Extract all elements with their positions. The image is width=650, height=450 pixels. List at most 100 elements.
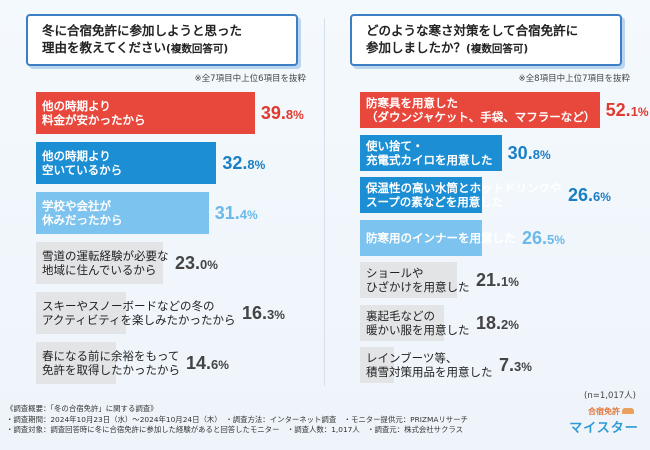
bar-label-line: 空いているから <box>42 163 123 177</box>
bar-label: スキーやスノーボードなどの冬の アクティビティを楽しみたかったから <box>42 292 236 334</box>
bar-label: ショールや ひざかけを用意した <box>366 262 470 298</box>
bar-label: 使い捨て・ 充電式カイロを用意した <box>366 135 493 171</box>
data-label-unit: % <box>521 360 532 374</box>
bar-label: レインブーツ等、 積雪対策用品を用意した <box>366 347 493 383</box>
bar-row: 春になる前に余裕をもって 免許を取得したかったから 14.6% <box>12 342 312 384</box>
data-label-int: 16. <box>242 303 268 323</box>
bar-label: 春になる前に余裕をもって 免許を取得したかったから <box>42 342 180 384</box>
data-label: 23.0% <box>175 252 218 276</box>
bar-label-line: 防寒具を用意した <box>366 96 458 110</box>
data-label-dec: 3 <box>267 307 275 322</box>
data-label-dec: 5 <box>547 231 555 247</box>
data-label-int: 30. <box>507 142 533 163</box>
data-label-int: 21. <box>476 270 502 290</box>
data-label-unit: % <box>246 208 258 222</box>
bar-label-line: スープの素などを用意した <box>366 195 504 209</box>
data-label: 18.2% <box>476 312 519 336</box>
data-label-dec: 1 <box>630 104 638 119</box>
data-label-unit: % <box>218 358 229 372</box>
bar-label: 防寒用のインナーを用意した <box>366 220 516 256</box>
bar-label: 他の時期より 料金が安かったから <box>42 92 146 134</box>
bar-row: 防寒用のインナーを用意した 26.5% <box>336 219 636 256</box>
left-panel: 冬に合宿免許に参加しようと思った 理由を教えてください(複数回答可) ※全7項目… <box>12 14 312 390</box>
data-label-dec: 1 <box>501 274 509 289</box>
bar-label-line: 他の時期より <box>42 149 111 163</box>
bar-row: 他の時期より 空いているから 32.8% <box>12 142 312 184</box>
bar <box>360 134 502 171</box>
bar-label-line: 使い捨て・ <box>366 138 424 153</box>
data-label-dec: 2 <box>501 316 509 332</box>
bar <box>360 177 483 213</box>
bar <box>36 242 163 284</box>
bar-label-line: 料金が安かったから <box>42 113 146 127</box>
bar-label: 保温性の高い水筒とホットドリンクや スープの素などを用意した <box>366 177 562 213</box>
bar <box>36 142 217 184</box>
data-label-dec: 8 <box>247 157 255 172</box>
bar-chart: 他の時期より 料金が安かったから 39.8% 他の時期より 空いているから 32.8% 学校… <box>12 92 312 388</box>
data-label-int: 26. <box>522 227 548 248</box>
data-label-unit: % <box>600 190 611 204</box>
data-label: 26.5% <box>522 227 565 251</box>
logo-main-text: マイスター <box>569 421 639 436</box>
car-icon <box>622 408 634 414</box>
bar-row: スキーやスノーボードなどの冬の アクティビティを楽しみたかったから 16.3% <box>12 292 312 334</box>
data-label-dec: 8 <box>532 146 540 162</box>
bar <box>360 304 444 341</box>
bar <box>360 262 458 298</box>
question-note: (複数回答可) <box>466 43 529 55</box>
data-label-int: 31. <box>214 203 240 223</box>
bar-label-line: 暖かい服を用意した <box>366 322 470 337</box>
bar <box>36 292 126 334</box>
data-label-unit: % <box>254 158 266 172</box>
data-label: 7.3% <box>499 354 532 378</box>
bar-label-line: （ダウンジャケット、手袋、マフラーなど） <box>366 110 596 124</box>
data-label-unit: % <box>274 308 285 322</box>
bar-label: 裏起毛などの 暖かい服を用意した <box>366 305 470 341</box>
bar-label-line: 春になる前に余裕をもって <box>42 349 180 363</box>
footer-line: 《調査概要：「冬の合宿免許」に関する調査》 <box>6 404 158 413</box>
bar-label-line: アクティビティを楽しみたかったから <box>42 313 236 327</box>
footer-line: ・調査対象：調査回答時に冬に合宿免許に参加した経験があると回答したモニター ・調… <box>6 425 464 434</box>
bar-label-line: レインブーツ等、 <box>366 351 458 365</box>
data-label-int: 39. <box>260 103 286 123</box>
bar-label: 防寒具を用意した （ダウンジャケット、手袋、マフラーなど） <box>366 92 595 128</box>
survey-footer: 《調査概要：「冬の合宿免許」に関する調査》 ・調査期間：2024年10月23日（… <box>6 404 546 436</box>
bar-label-line: 学校や会社が <box>42 199 111 213</box>
data-label-dec: 4 <box>239 207 247 222</box>
data-label-int: 26. <box>568 185 594 205</box>
question-text: 参加しましたか？ <box>366 40 467 55</box>
bar-label-line: 保温性の高い水筒とホットドリンクや <box>366 181 562 195</box>
bar-label-line: スキーやスノーボードなどの冬の <box>42 299 215 313</box>
question-line-1: どのような寒さ対策をして合宿免許に <box>366 23 579 38</box>
data-label-dec: 8 <box>285 107 294 122</box>
sample-size: (n=1,017人) <box>584 391 636 401</box>
bar-label: 学校や会社が 休みだったから <box>42 192 123 234</box>
items-note: ※全8項目中上位7項目を抜粋 <box>518 74 630 84</box>
question-line-2: 参加しましたか？(複数回答可) <box>366 39 612 58</box>
bar-label-line: 他の時期より <box>42 99 111 113</box>
question-line-1: 冬に合宿免許に参加しようと思った <box>42 23 243 38</box>
data-label-dec: 6 <box>211 357 219 372</box>
data-label-unit: % <box>554 232 565 247</box>
bar <box>360 347 394 383</box>
data-label-unit: % <box>293 108 304 122</box>
data-label: 30.8% <box>508 142 551 166</box>
data-label-int: 52. <box>605 100 631 120</box>
question-note: (複数回答可) <box>166 43 229 55</box>
bar-row: 保温性の高い水筒とホットドリンクや スープの素などを用意した 26.6% <box>336 177 636 213</box>
bar-label-line: 充電式カイロを用意した <box>366 152 493 167</box>
data-label-int: 23. <box>175 253 201 273</box>
data-label-int: 32. <box>222 153 248 173</box>
bar <box>360 219 482 256</box>
logo-top-text: 合宿免許 <box>588 407 620 416</box>
bar-row: ショールや ひざかけを用意した 21.1% <box>336 262 636 298</box>
data-label: 26.6% <box>568 184 611 208</box>
question-text: 理由を教えてください <box>42 40 167 55</box>
bar-label-line: ショールや <box>366 266 424 280</box>
bar-label-line: 休みだったから <box>42 213 123 227</box>
bar <box>36 192 209 234</box>
right-panel: どのような寒さ対策をして合宿免許に 参加しましたか？(複数回答可) ※全8項目中… <box>336 14 649 390</box>
bar-row: 他の時期より 料金が安かったから 39.8% <box>12 92 312 134</box>
data-label: 52.1% <box>606 99 649 123</box>
bar <box>36 342 117 384</box>
